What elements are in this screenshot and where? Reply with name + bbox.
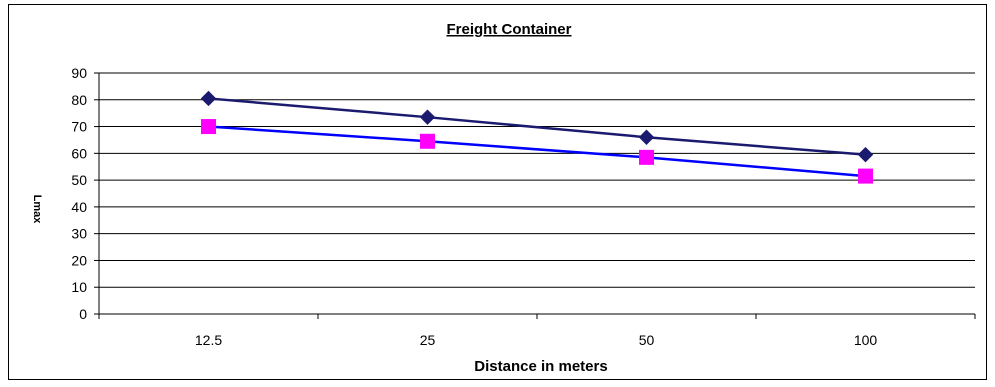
data-point-diamond bbox=[638, 129, 655, 145]
y-tick-label: 50 bbox=[71, 172, 87, 188]
y-tick-label: 90 bbox=[71, 65, 87, 81]
y-tick-label: 40 bbox=[71, 199, 87, 215]
x-tick-label: 100 bbox=[854, 332, 878, 348]
y-tick-label: 10 bbox=[71, 279, 87, 295]
chart-frame: Freight Container Lmax Distance in meter… bbox=[8, 4, 987, 380]
data-markers bbox=[200, 90, 874, 184]
y-tick-label: 80 bbox=[71, 92, 87, 108]
data-point-diamond bbox=[419, 109, 436, 125]
series-lines bbox=[208, 97, 866, 178]
chart-title: Freight Container bbox=[446, 21, 571, 38]
x-tick-label: 50 bbox=[639, 332, 655, 348]
data-point-diamond bbox=[200, 90, 217, 107]
data-point-square bbox=[858, 168, 873, 184]
data-point-square bbox=[639, 149, 654, 165]
y-tick-label: 60 bbox=[71, 145, 87, 161]
tick-labels: 0 10 20 30 40 50 60 70 80 90 12.5 25 50 100 bbox=[71, 65, 877, 348]
x-axis-title: Distance in meters bbox=[474, 358, 607, 375]
series-line-1 bbox=[208, 97, 866, 156]
data-point-square bbox=[420, 133, 435, 149]
axes bbox=[94, 72, 976, 319]
data-point-diamond bbox=[857, 146, 874, 163]
x-tick-label: 25 bbox=[420, 332, 436, 348]
y-tick-label: 30 bbox=[71, 226, 87, 242]
y-axis-title: Lmax bbox=[31, 195, 43, 225]
line-chart: Freight Container Lmax Distance in meter… bbox=[31, 21, 976, 375]
y-tick-label: 0 bbox=[79, 306, 87, 322]
gridlines bbox=[99, 72, 975, 288]
y-tick-label: 20 bbox=[71, 252, 87, 268]
x-tick-label: 12.5 bbox=[195, 332, 222, 348]
y-tick-label: 70 bbox=[71, 119, 87, 135]
series-line-2 bbox=[208, 125, 866, 178]
data-point-square bbox=[201, 119, 216, 135]
